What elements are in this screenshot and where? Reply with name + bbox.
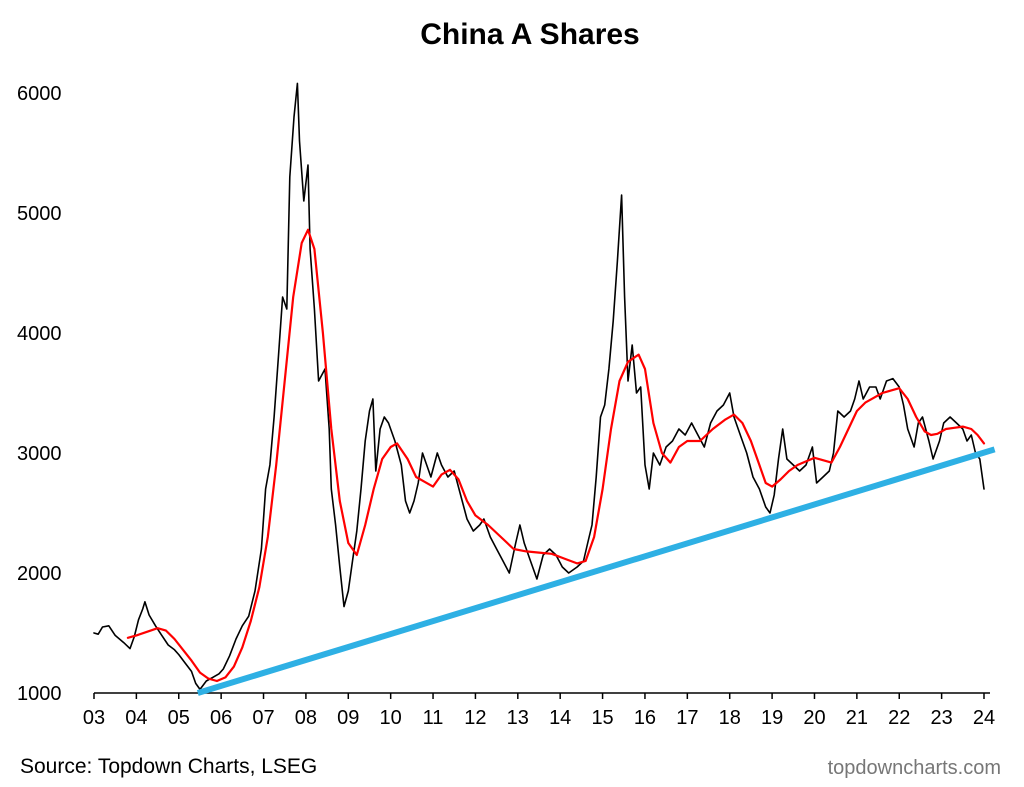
x-tick-label: 22	[888, 707, 910, 729]
x-tick-label: 13	[507, 707, 529, 729]
x-tick-label: 09	[337, 707, 359, 729]
x-tick-label: 12	[464, 707, 486, 729]
y-tick-label: 6000	[17, 83, 62, 105]
x-tick-label: 06	[210, 707, 232, 729]
source-note: Source: Topdown Charts, LSEG	[20, 755, 318, 778]
x-tick-label: 20	[803, 707, 825, 729]
y-axis-labels: 1000 2000 3000 4000 5000 6000	[17, 83, 62, 705]
x-tick-label: 21	[846, 707, 868, 729]
trendline	[196, 446, 996, 696]
x-tick-label: 05	[168, 707, 190, 729]
x-tick-label: 03	[83, 707, 105, 729]
x-tick-label: 17	[676, 707, 698, 729]
price-line	[93, 82, 985, 691]
x-tick-label: 14	[549, 707, 571, 729]
x-tick-label: 16	[634, 707, 656, 729]
y-tick-label: 3000	[17, 443, 62, 465]
x-tick-label: 18	[719, 707, 741, 729]
x-tick-label: 10	[380, 707, 402, 729]
series-layer	[93, 82, 996, 696]
x-axis-ticks: 03 04 05 06 07 08 09 10 11 12 13 14 15 16 17 18 19 20 21 22…	[83, 693, 995, 729]
x-tick-label: 04	[125, 707, 147, 729]
chart-title: China A Shares	[420, 18, 640, 51]
y-tick-label: 4000	[17, 323, 62, 345]
x-tick-label: 08	[295, 707, 317, 729]
brand-link[interactable]: topdowncharts.com	[827, 757, 1001, 779]
moving-average-line	[126, 228, 986, 683]
x-tick-label: 15	[591, 707, 613, 729]
x-tick-label: 07	[252, 707, 274, 729]
y-tick-label: 1000	[17, 683, 62, 705]
x-tick-label: 24	[973, 707, 995, 729]
x-tick-label: 11	[423, 707, 444, 729]
y-tick-label: 5000	[17, 203, 62, 225]
x-tick-label: 19	[761, 707, 783, 729]
x-tick-label: 23	[930, 707, 952, 729]
y-tick-label: 2000	[17, 563, 62, 585]
